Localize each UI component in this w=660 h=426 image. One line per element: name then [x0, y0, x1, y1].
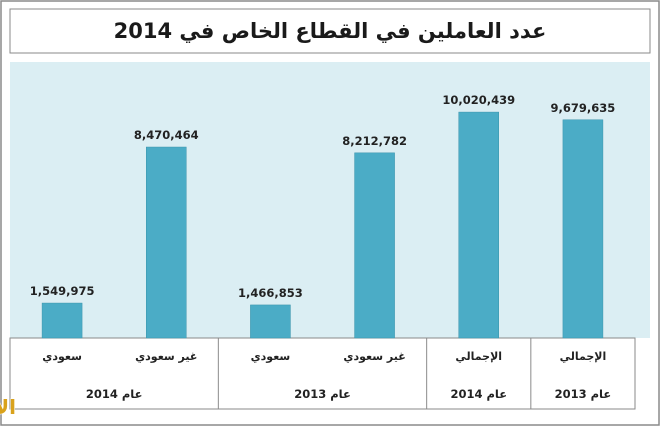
category-label-1: غير سعودي — [135, 350, 197, 363]
category-label-2: سعودي — [251, 350, 291, 363]
category-labels-layer: سعودي غير سعودي سعودي غير سعودي الإجمالي الإج… — [42, 350, 606, 363]
value-label-0: 1,549,975 — [30, 284, 95, 298]
bar-4 — [458, 111, 499, 339]
bar-0 — [41, 302, 83, 339]
value-labels-layer: 1,549,975 8,470,464 1,466,853 8,212,782 10,0… — [30, 93, 616, 300]
category-label-5: الإجمالي — [560, 350, 607, 363]
bar-5 — [562, 119, 604, 339]
category-label-3: غير سعودي — [343, 350, 405, 363]
group-label-3: عام 2013 — [555, 387, 612, 401]
group-label-0: عام 2014 — [86, 387, 143, 401]
plot-area — [10, 62, 650, 338]
publisher-logo: الاقتصادية — [0, 395, 16, 419]
group-labels-layer: عام 2014 عام 2013 عام 2014 عام 2013 — [86, 338, 611, 409]
category-label-4: الإجمالي — [455, 350, 502, 363]
bar-2 — [250, 304, 291, 339]
bar-1 — [146, 146, 187, 339]
group-label-1: عام 2013 — [294, 387, 351, 401]
bars-layer — [41, 111, 604, 339]
group-label-2: عام 2014 — [450, 387, 507, 401]
value-label-5: 9,679,635 — [551, 101, 616, 115]
value-label-1: 8,470,464 — [134, 128, 199, 142]
bar-3 — [354, 152, 395, 339]
value-label-4: 10,020,439 — [442, 93, 515, 107]
value-label-3: 8,212,782 — [342, 134, 407, 148]
chart-title: عدد العاملين في القطاع الخاص في 2014 — [114, 19, 547, 43]
category-label-0: سعودي — [42, 350, 82, 363]
title-box — [9, 8, 651, 54]
value-label-2: 1,466,853 — [238, 286, 303, 300]
